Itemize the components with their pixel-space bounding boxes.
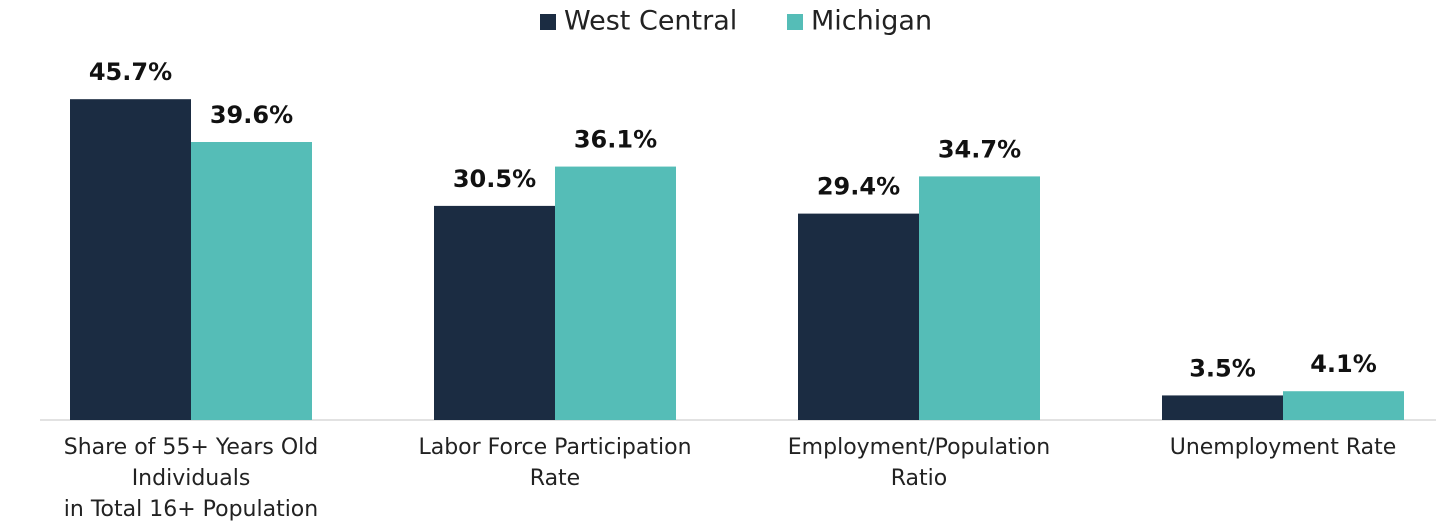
value-label: 29.4% bbox=[817, 173, 900, 201]
bar bbox=[434, 205, 555, 420]
bar bbox=[1162, 395, 1283, 420]
value-label: 39.6% bbox=[210, 101, 293, 129]
legend-label: West Central bbox=[564, 6, 737, 37]
legend-swatch bbox=[540, 14, 556, 30]
x-tick-label: Labor Force Participation Rate bbox=[418, 435, 692, 491]
value-label: 30.5% bbox=[453, 165, 536, 193]
x-tick-label: Employment/Population Ratio bbox=[787, 435, 1051, 491]
bar bbox=[70, 99, 191, 420]
value-label: 3.5% bbox=[1189, 354, 1256, 382]
value-label: 34.7% bbox=[938, 135, 1021, 163]
bar bbox=[555, 166, 676, 420]
value-label: 36.1% bbox=[574, 126, 657, 154]
bar bbox=[191, 142, 312, 420]
bar bbox=[1283, 391, 1404, 420]
x-tick-label: Share of 55+ Years Old Individuals in To… bbox=[63, 435, 319, 522]
x-tick-label: Unemployment Rate bbox=[1169, 435, 1397, 460]
bar bbox=[798, 213, 919, 420]
legend-label: Michigan bbox=[811, 6, 932, 37]
legend-swatch bbox=[787, 14, 803, 30]
value-label: 4.1% bbox=[1310, 350, 1377, 378]
value-label: 45.7% bbox=[89, 58, 172, 86]
bar bbox=[919, 176, 1040, 420]
